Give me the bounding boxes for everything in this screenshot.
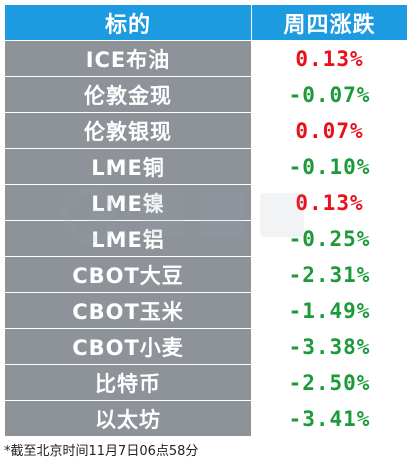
row-name: CBOT大豆 xyxy=(4,256,252,293)
row-name: LME铜 xyxy=(4,148,252,185)
table-row: LME铝 -0.25% xyxy=(4,220,408,257)
table-row: 比特币 -2.50% xyxy=(4,364,408,401)
table-row: 以太坊 -3.41% xyxy=(4,400,408,437)
header-name: 标的 xyxy=(4,4,252,41)
row-name: ICE布油 xyxy=(4,40,252,77)
table-row: CBOT玉米 -1.49% xyxy=(4,292,408,329)
row-name: 伦敦金现 xyxy=(4,76,252,113)
table-header-row: 标的 周四涨跌 xyxy=(4,4,408,41)
table-row: 伦敦银现 0.07% xyxy=(4,112,408,149)
row-name: CBOT小麦 xyxy=(4,328,252,365)
row-name: LME镍 xyxy=(4,184,252,221)
row-change: -0.10% xyxy=(251,148,408,185)
table-row: CBOT小麦 -3.38% xyxy=(4,328,408,365)
table-row: LME镍 0.13% xyxy=(4,184,408,221)
row-change: 0.13% xyxy=(251,184,408,221)
row-change: -0.07% xyxy=(251,76,408,113)
row-name: CBOT玉米 xyxy=(4,292,252,329)
table-row: 伦敦金现 -0.07% xyxy=(4,76,408,113)
row-name: 比特币 xyxy=(4,364,252,401)
quote-table: 标的 周四涨跌 ICE布油 0.13% 伦敦金现 -0.07% 伦敦银现 0.0… xyxy=(4,4,408,437)
table-row: CBOT大豆 -2.31% xyxy=(4,256,408,293)
row-name: 伦敦银现 xyxy=(4,112,252,149)
row-change: -1.49% xyxy=(251,292,408,329)
row-change: -0.25% xyxy=(251,220,408,257)
row-name: LME铝 xyxy=(4,220,252,257)
table-body: ICE布油 0.13% 伦敦金现 -0.07% 伦敦银现 0.07% LME铜 … xyxy=(4,40,408,437)
table-row: ICE布油 0.13% xyxy=(4,40,408,77)
table-row: LME铜 -0.10% xyxy=(4,148,408,185)
row-name: 以太坊 xyxy=(4,400,252,437)
footnote: *截至北京时间11月7日06点58分 xyxy=(4,444,199,459)
row-change: -2.50% xyxy=(251,364,408,401)
row-change: -3.41% xyxy=(251,400,408,437)
row-change: -2.31% xyxy=(251,256,408,293)
row-change: 0.07% xyxy=(251,112,408,149)
row-change: -3.38% xyxy=(251,328,408,365)
row-change: 0.13% xyxy=(251,40,408,77)
header-change: 周四涨跌 xyxy=(251,4,408,41)
